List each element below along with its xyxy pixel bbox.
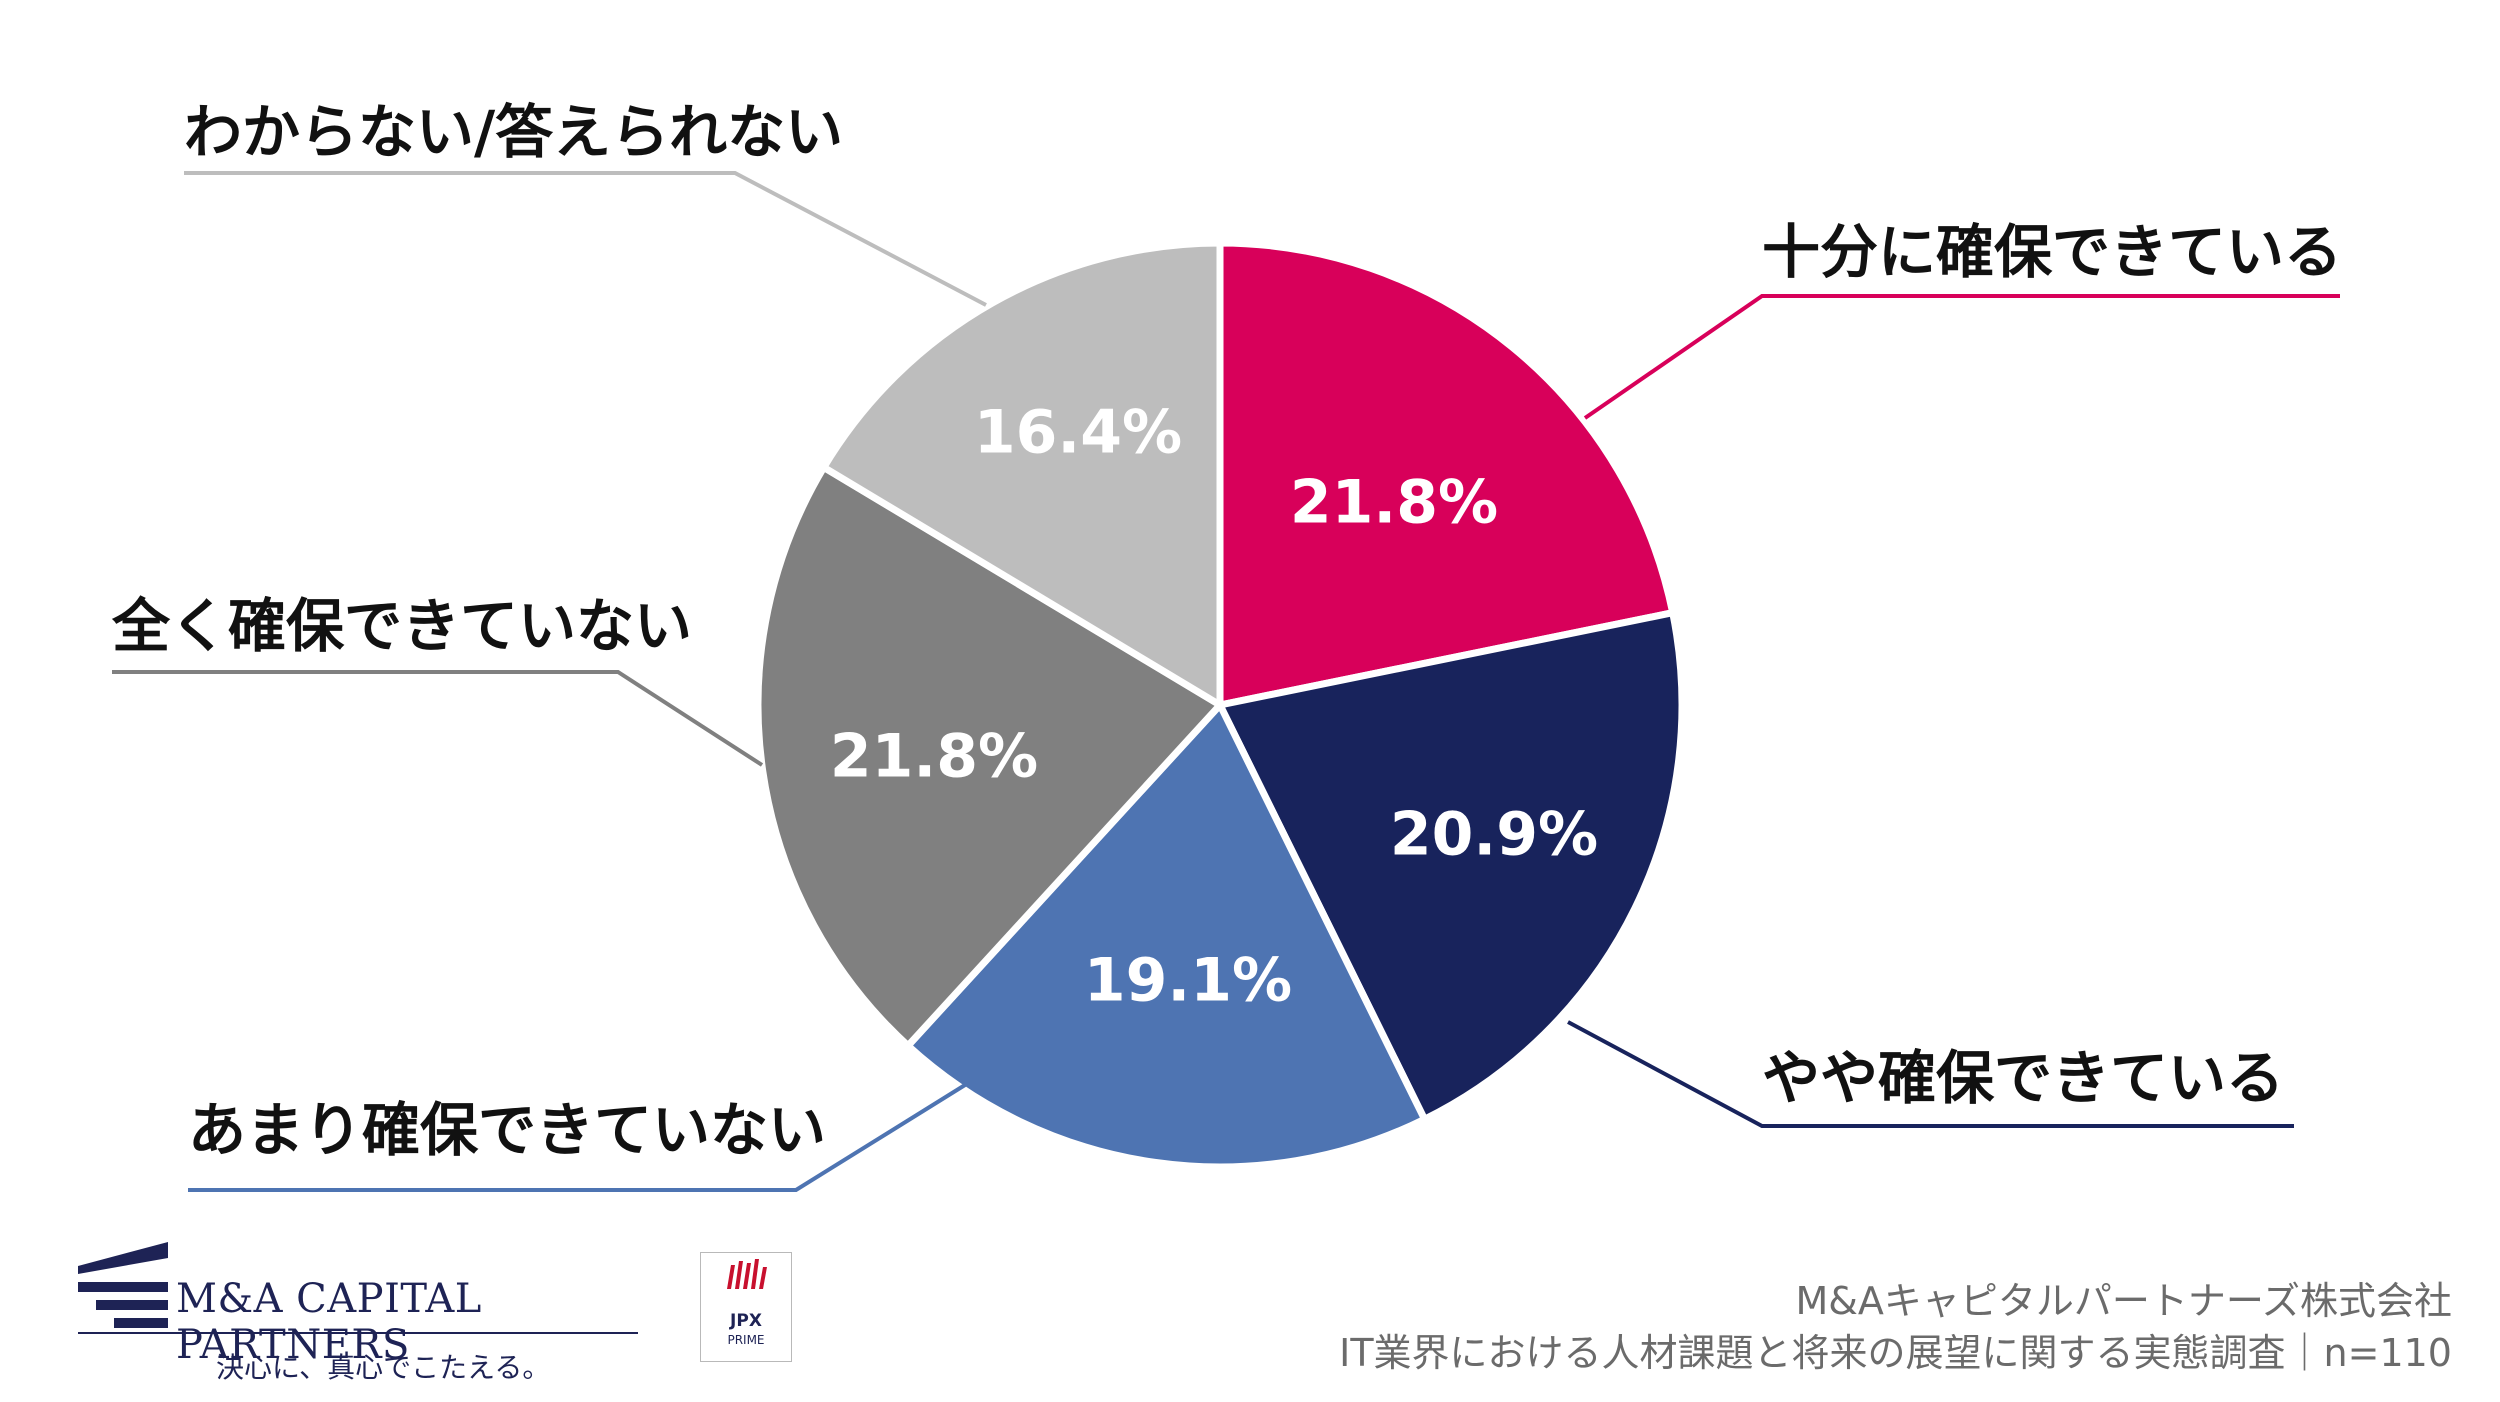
pie-slices	[754, 239, 1686, 1171]
leader-line-3	[112, 670, 764, 767]
jpx-prime-badge: JPX PRIME	[700, 1252, 792, 1362]
pie-slice-1	[1216, 609, 1686, 1123]
leader-lines	[112, 171, 2340, 1192]
category-labels: 十分に確保できている やや確保できている あまり確保できていない 全く確保できて…	[111, 98, 2342, 1164]
jpx-mark-icon	[727, 1259, 767, 1289]
pie-slice-4	[820, 239, 1224, 709]
leader-line-2	[188, 1083, 967, 1192]
category-label-3: 全く確保できていない	[111, 592, 692, 660]
value-label-4: 16.4%	[974, 398, 1182, 468]
value-label-2: 19.1%	[1084, 946, 1292, 1016]
value-label-3: 21.8%	[830, 722, 1038, 792]
category-label-2: あまり確保できていない	[188, 1096, 826, 1164]
value-label-0: 21.8%	[1290, 468, 1498, 538]
source-credit: M&Aキャピタルパートナーズ株式会社	[1795, 1279, 2452, 1323]
leader-line-0	[1583, 294, 2340, 420]
category-label-4: わからない/答えられない	[184, 98, 843, 166]
brand-tagline: 決心に、真心でこたえる。	[216, 1351, 551, 1384]
brand-name: M&A CAPITAL PARTNERS	[176, 1276, 482, 1368]
brand-mark-icon	[78, 1242, 168, 1328]
pie-slice-0	[1216, 239, 1677, 709]
leader-line-4	[184, 171, 987, 307]
jpx-badge-text: JPX	[730, 1311, 762, 1331]
category-label-1: やや確保できている	[1762, 1044, 2284, 1112]
brand-divider	[78, 1332, 638, 1334]
survey-caption: IT業界における人材課題と将来の展望に関する実態調査｜n=110	[1339, 1331, 2452, 1375]
pie-slice-3	[754, 463, 1224, 1050]
company-logo: M&A CAPITAL PARTNERS 決心に、真心でこたえる。	[78, 1240, 638, 1390]
leader-line-1	[1567, 1020, 2294, 1128]
value-labels: 21.8% 20.9% 19.1% 21.8% 16.4%	[830, 398, 1598, 1016]
value-label-1: 20.9%	[1390, 800, 1598, 870]
jpx-badge-sub: PRIME	[727, 1333, 765, 1347]
category-label-0: 十分に確保できている	[1762, 218, 2342, 286]
